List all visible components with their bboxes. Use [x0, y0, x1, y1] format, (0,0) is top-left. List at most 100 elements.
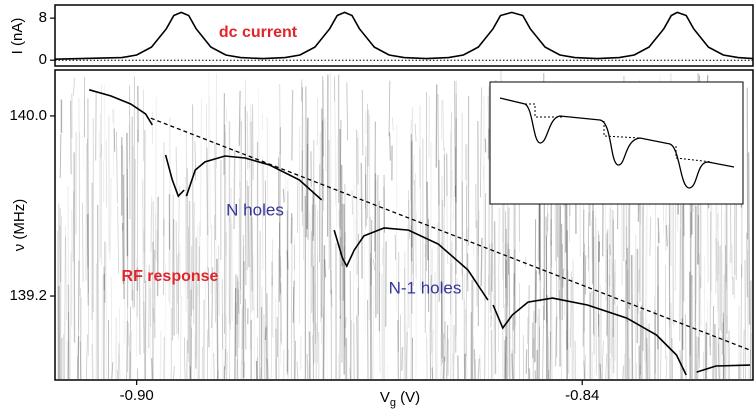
- noise-streak: [312, 335, 314, 365]
- noise-streak: [648, 323, 651, 380]
- noise-streak: [590, 221, 594, 262]
- noise-streak: [583, 252, 585, 380]
- noise-streak: [57, 203, 60, 380]
- noise-streak: [275, 328, 278, 380]
- noise-streak: [346, 82, 348, 141]
- noise-streak: [723, 354, 726, 380]
- noise-streak: [307, 206, 309, 356]
- noise-streak: [587, 212, 590, 259]
- x-tick-label: -0.90: [120, 387, 154, 404]
- noise-streak: [209, 96, 211, 230]
- noise-streak: [240, 361, 243, 380]
- noise-streak: [77, 336, 80, 380]
- noise-streak: [511, 353, 514, 380]
- noise-streak: [670, 303, 672, 380]
- noise-streak: [441, 272, 443, 287]
- noise-streak: [451, 354, 454, 380]
- noise-streak: [339, 315, 341, 380]
- noise-streak: [527, 285, 530, 380]
- noise-streak: [349, 367, 351, 380]
- noise-streak: [503, 340, 506, 380]
- noise-streak: [224, 231, 227, 370]
- noise-streak: [224, 349, 226, 380]
- noise-streak: [630, 255, 634, 380]
- noise-streak: [726, 336, 730, 380]
- noise-streak: [441, 292, 444, 363]
- annotation: N-1 holes: [389, 278, 462, 297]
- noise-streak: [606, 231, 609, 380]
- noise-streak: [279, 83, 281, 154]
- noise-streak: [324, 259, 327, 278]
- y-label: I (nA): [9, 18, 26, 55]
- noise-streak: [611, 262, 614, 380]
- noise-streak: [426, 181, 429, 261]
- noise-streak: [226, 352, 228, 380]
- noise-streak: [370, 258, 373, 380]
- noise-streak: [718, 343, 720, 380]
- noise-streak: [434, 272, 437, 380]
- noise-streak: [471, 276, 474, 380]
- noise-streak: [286, 250, 289, 270]
- noise-streak: [725, 315, 728, 380]
- noise-streak: [374, 180, 377, 259]
- noise-streak: [205, 268, 207, 320]
- data-line: [150, 117, 751, 351]
- noise-streak: [322, 306, 324, 380]
- noise-streak: [334, 79, 336, 206]
- noise-streak: [647, 344, 649, 380]
- noise-streak: [592, 197, 595, 355]
- noise-streak: [477, 358, 480, 380]
- noise-streak: [684, 314, 687, 380]
- noise-streak: [287, 349, 289, 380]
- noise-streak: [210, 224, 213, 295]
- noise-streak: [186, 340, 188, 380]
- noise-streak: [549, 331, 551, 380]
- noise-streak: [594, 207, 597, 380]
- noise-streak: [512, 273, 515, 331]
- noise-streak: [542, 306, 544, 380]
- noise-streak: [300, 79, 303, 102]
- noise-streak: [606, 229, 609, 337]
- noise-streak: [336, 137, 338, 229]
- noise-streak: [504, 336, 507, 380]
- noise-streak: [429, 321, 431, 380]
- noise-streak: [340, 164, 343, 267]
- noise-streak: [645, 337, 649, 380]
- noise-streak: [436, 222, 439, 380]
- noise-streak: [419, 148, 421, 290]
- noise-streak: [659, 336, 662, 380]
- noise-streak: [129, 306, 132, 380]
- noise-streak: [83, 98, 85, 171]
- noise-streak: [330, 72, 332, 269]
- noise-streak: [392, 116, 394, 131]
- noise-streak: [351, 190, 354, 215]
- noise-streak: [626, 247, 629, 380]
- noise-streak: [490, 241, 492, 320]
- noise-streak: [588, 246, 590, 380]
- noise-streak: [441, 199, 444, 292]
- noise-streak: [401, 347, 404, 371]
- noise-streak: [261, 155, 264, 271]
- noise-streak: [491, 243, 493, 327]
- noise-streak: [313, 255, 315, 331]
- noise-streak: [221, 313, 224, 380]
- noise-streak: [365, 174, 367, 227]
- noise-streak: [87, 138, 89, 293]
- y-tick-label: 8: [39, 9, 47, 26]
- noise-streak: [237, 289, 240, 314]
- noise-streak: [679, 229, 682, 326]
- noise-streak: [293, 286, 295, 380]
- noise-streak: [370, 219, 373, 286]
- noise-streak: [128, 346, 130, 380]
- noise-streak: [504, 243, 507, 298]
- noise-streak: [372, 286, 375, 380]
- noise-streak: [142, 179, 145, 354]
- noise-streak: [410, 285, 412, 380]
- noise-streak: [152, 308, 155, 323]
- noise-streak: [239, 116, 241, 188]
- noise-streak: [608, 357, 611, 380]
- noise-streak: [116, 131, 118, 204]
- noise-streak: [499, 207, 501, 328]
- noise-streak: [121, 145, 124, 231]
